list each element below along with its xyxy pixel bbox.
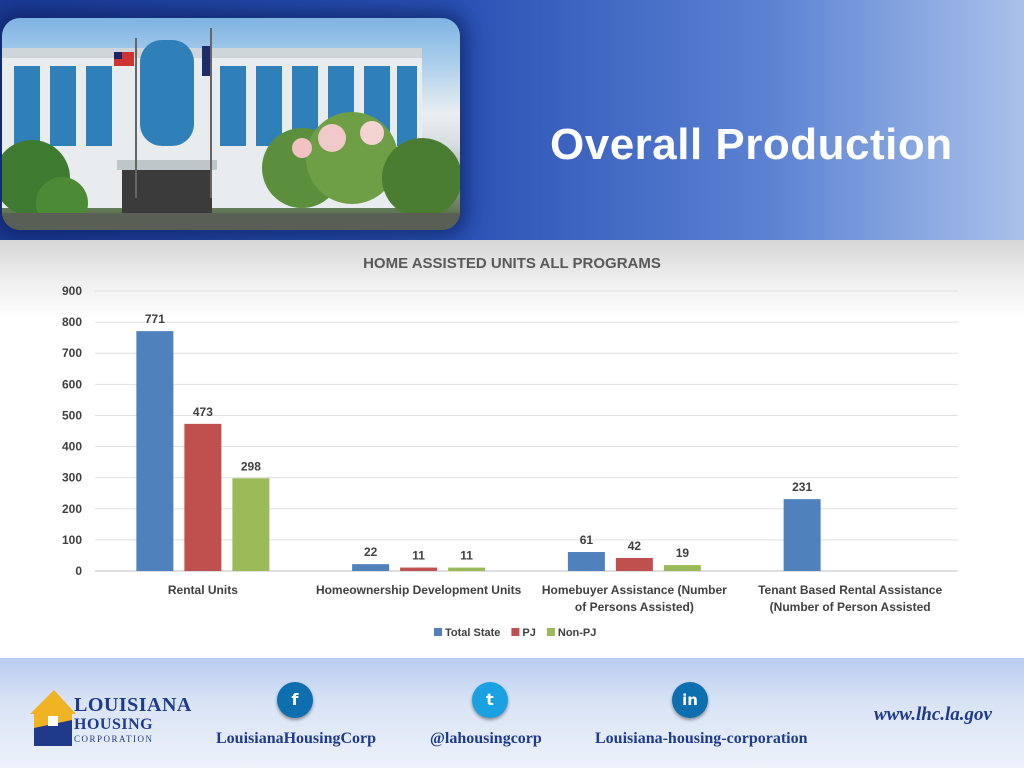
data-label: 19 bbox=[676, 546, 690, 560]
lhc-logo: LOUISIANA HOUSING CORPORATION bbox=[28, 680, 191, 752]
bar bbox=[448, 567, 486, 571]
y-tick-label: 100 bbox=[62, 533, 82, 547]
legend-label: PJ bbox=[522, 627, 535, 639]
twitter-icon[interactable]: t bbox=[472, 682, 508, 718]
data-label: 42 bbox=[628, 539, 642, 553]
legend-swatch bbox=[511, 628, 520, 636]
legend-swatch bbox=[434, 628, 442, 636]
building-photo bbox=[2, 18, 460, 230]
y-tick-label: 200 bbox=[62, 502, 82, 516]
bar bbox=[615, 557, 653, 571]
data-label: 473 bbox=[193, 405, 213, 419]
category-label: Homeownership Development Units bbox=[316, 583, 522, 597]
logo-line1: LOUISIANA bbox=[74, 694, 192, 716]
legend-label: Non-PJ bbox=[558, 627, 597, 639]
data-label: 11 bbox=[412, 549, 425, 563]
legend-swatch bbox=[546, 628, 555, 636]
facebook-link[interactable]: LouisianaHousingCorp bbox=[216, 730, 377, 747]
y-tick-label: 500 bbox=[62, 408, 82, 422]
category-label: of Persons Assisted) bbox=[575, 600, 694, 614]
logo-line2: HOUSING bbox=[74, 716, 154, 733]
y-tick-label: 600 bbox=[62, 377, 82, 391]
y-tick-label: 800 bbox=[62, 315, 82, 329]
y-tick-label: 0 bbox=[75, 564, 82, 578]
data-label: 231 bbox=[792, 480, 812, 494]
bar bbox=[783, 499, 821, 571]
house-logo-icon bbox=[30, 690, 76, 746]
bar bbox=[352, 564, 390, 571]
slide-header: Overall Production bbox=[0, 0, 1024, 240]
data-label: 11 bbox=[460, 549, 473, 563]
legend-label: Total State bbox=[445, 627, 500, 639]
bar bbox=[567, 552, 605, 571]
chart-title: HOME ASSISTED UNITS ALL PROGRAMS bbox=[363, 255, 661, 272]
bar bbox=[136, 331, 174, 571]
logo-line3: CORPORATION bbox=[74, 734, 154, 744]
data-label: 298 bbox=[241, 459, 261, 473]
category-label: Tenant Based Rental Assistance bbox=[758, 583, 942, 597]
y-tick-label: 700 bbox=[62, 346, 82, 360]
website-link[interactable]: www.lhc.la.gov bbox=[873, 704, 992, 725]
data-label: 771 bbox=[145, 312, 165, 326]
bar bbox=[663, 565, 701, 571]
data-label: 22 bbox=[364, 545, 378, 559]
category-label: Homebuyer Assistance (Number bbox=[542, 583, 727, 597]
footer: LOUISIANA HOUSING CORPORATION f Louisian… bbox=[0, 658, 1024, 768]
category-label: Rental Units bbox=[168, 583, 238, 597]
y-tick-label: 900 bbox=[62, 284, 82, 298]
bar bbox=[400, 567, 438, 571]
linkedin-icon[interactable]: in bbox=[672, 682, 708, 718]
category-label: (Number of Person Assisted bbox=[770, 600, 931, 614]
y-tick-label: 400 bbox=[62, 440, 82, 454]
y-tick-label: 300 bbox=[62, 471, 82, 485]
bar-chart: HOME ASSISTED UNITS ALL PROGRAMS 0 100 200… bbox=[62, 255, 958, 639]
facebook-icon[interactable]: f bbox=[277, 682, 313, 718]
slide-title: Overall Production bbox=[550, 120, 953, 169]
bar bbox=[232, 478, 270, 571]
twitter-link[interactable]: @lahousingcorp bbox=[430, 730, 542, 747]
linkedin-link[interactable]: Louisiana-housing-corporation bbox=[595, 730, 808, 747]
chart-container: HOME ASSISTED UNITS ALL PROGRAMS 0 100 200… bbox=[0, 240, 1024, 658]
data-label: 61 bbox=[580, 533, 594, 547]
bar bbox=[184, 423, 222, 571]
